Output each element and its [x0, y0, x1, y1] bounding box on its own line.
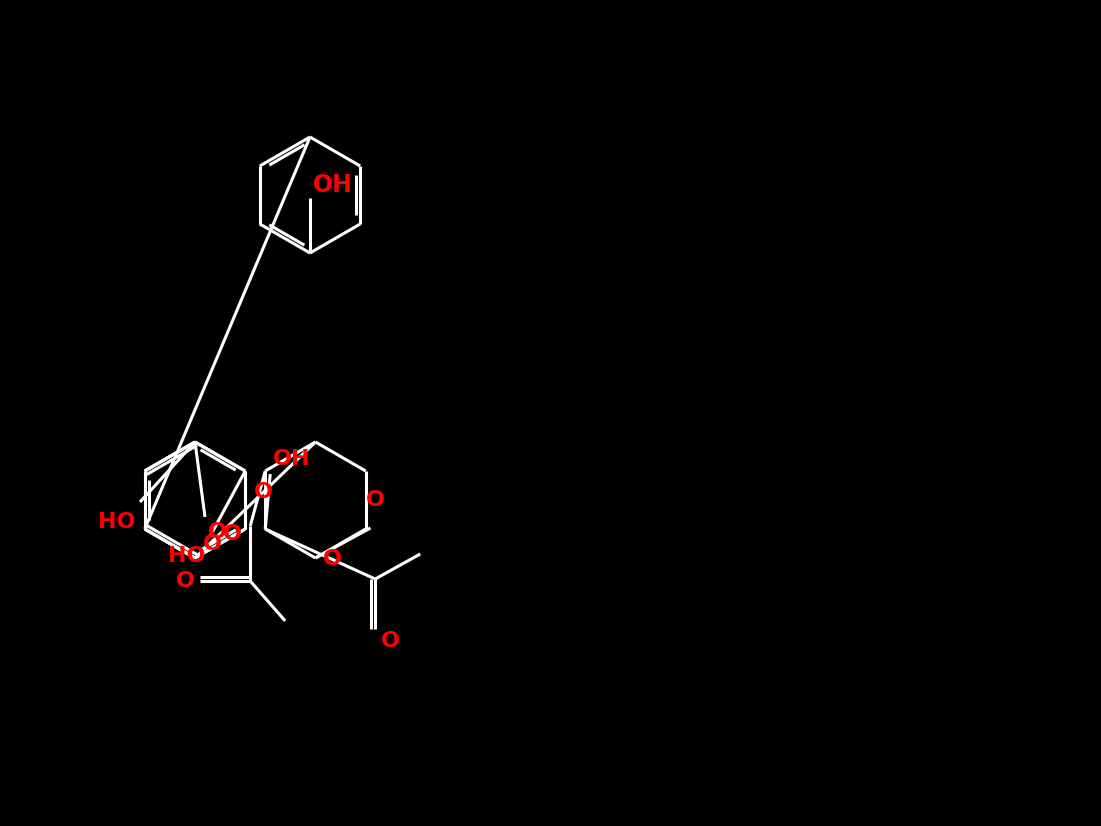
- Text: O: O: [253, 482, 273, 502]
- Text: OH: OH: [313, 173, 353, 197]
- Text: O: O: [323, 549, 341, 569]
- Text: HO: HO: [167, 546, 205, 566]
- Text: HO: HO: [98, 512, 135, 532]
- Text: OH: OH: [273, 449, 310, 469]
- Text: O: O: [203, 534, 221, 553]
- Text: O: O: [367, 490, 385, 510]
- Text: O: O: [176, 571, 195, 591]
- Text: O: O: [381, 631, 400, 651]
- Text: O: O: [207, 522, 227, 542]
- Text: O: O: [222, 524, 242, 544]
